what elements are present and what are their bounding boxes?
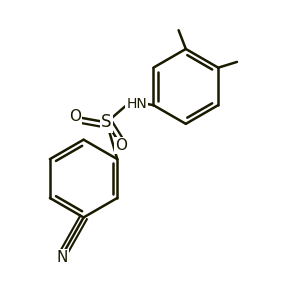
Text: N: N xyxy=(56,250,68,265)
Text: O: O xyxy=(69,109,81,124)
Text: HN: HN xyxy=(127,97,147,111)
Text: O: O xyxy=(115,138,127,153)
Text: S: S xyxy=(101,113,112,131)
